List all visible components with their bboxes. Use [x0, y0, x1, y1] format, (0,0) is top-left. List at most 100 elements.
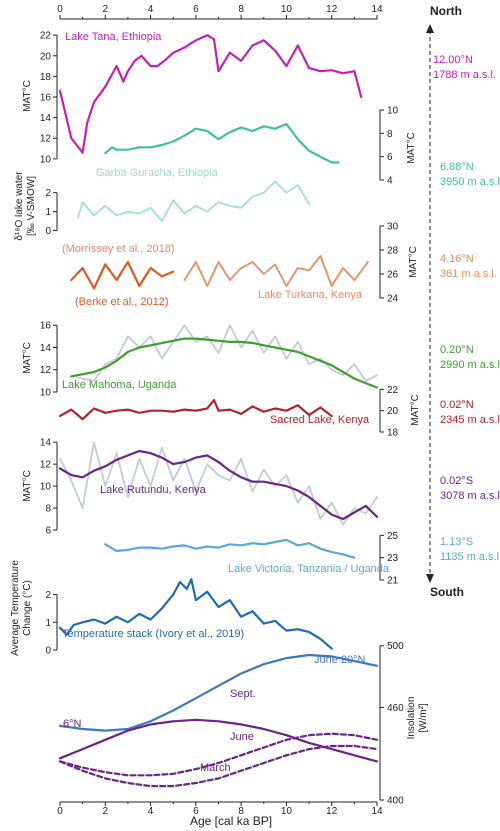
garba-lat: 6.88°N — [440, 161, 474, 173]
tana-elev: 1788 m a.s.l. — [433, 69, 496, 81]
temperature-stack-y-tick-label: 1 — [45, 618, 51, 629]
sacred-lake-y-tick-label: 20 — [387, 406, 399, 417]
insolation-y-axis-title: Insolation — [406, 697, 417, 740]
bottom-x-tick-label: 12 — [326, 806, 338, 817]
lake-tana-y-tick-label: 20 — [40, 51, 52, 62]
lake-rutundu-series-lake-rutundu-raw — [59, 441, 378, 526]
garba-guracha-temp-y-tick-label: 4 — [387, 176, 393, 187]
turkana-label: Lake Turkana, Kenya — [258, 289, 363, 301]
lake-turkana-y-tick-label: 30 — [387, 222, 399, 233]
insolation-lat-label: 6°N — [63, 718, 82, 730]
insolation-series-june — [58, 732, 379, 777]
mahoma-label: Lake Mahoma, Uganda — [62, 379, 177, 391]
lake-turkana-series-berke-et-al-2012 — [70, 260, 175, 290]
north-arrowhead — [426, 24, 434, 33]
lake-turkana-y-axis-title: MAT°C — [408, 246, 419, 278]
lake-tana-series-lake-tana-ethiopia — [58, 34, 363, 154]
mahoma-lat: 0.20°N — [440, 344, 474, 356]
lake-mahoma-series-lake-mahoma — [70, 337, 379, 389]
insolation-series-june-20-n — [58, 653, 379, 732]
garba-label: Garba Guracha, Ethiopia — [96, 167, 219, 179]
garba-guracha-temp-y-tick-label: 8 — [387, 129, 393, 140]
sacred-elev: 2345 m a.s.l. — [440, 414, 500, 426]
lake-rutundu-y-tick-label: 10 — [40, 482, 52, 493]
garba-guracha-temp-y-tick-label: 6 — [387, 152, 393, 163]
insolation-series-march — [58, 744, 379, 788]
lake-tana-y-tick-label: 12 — [40, 134, 52, 145]
lake-rutundu-y-tick-label: 14 — [40, 438, 52, 449]
garba-guracha-d18o-y-axis-unit: [‰ V-SMOW] — [26, 176, 37, 236]
lake-mahoma-y-axis-title: MAT°C — [22, 342, 33, 374]
lake-turkana-y-tick-label: 24 — [387, 294, 399, 305]
bottom-x-tick-label: 8 — [238, 806, 244, 817]
sacred-label: Sacred Lake, Kenya — [270, 414, 370, 426]
mahoma-elev: 2990 m a.s.l. — [440, 359, 500, 371]
lake-turkana-y-tick-label: 28 — [387, 246, 399, 257]
x-axis-title: Age [cal ka BP] — [190, 814, 272, 828]
temperature-stack-y-tick-label: 0 — [45, 646, 51, 657]
bottom-x-tick-label: 0 — [57, 806, 63, 817]
text-layer: North South Age [cal ka BP] Lake Tana, E… — [62, 4, 500, 828]
sacred-lake-series-sacred-lake-kenya — [58, 398, 333, 421]
lake-rutundu-y-tick-label: 6 — [45, 526, 51, 537]
insolation-june-label: June — [230, 731, 254, 743]
lake-mahoma-y-tick-label: 14 — [40, 343, 52, 354]
garba-guracha-d18o-y-tick-label: 1 — [45, 207, 51, 218]
lake-turkana-y-tick-label: 26 — [387, 270, 399, 281]
garba-guracha-d18o-y-axis-title: δ¹⁸O lake water — [14, 171, 25, 241]
rutundu-lat: 0.02°S — [440, 475, 473, 487]
tana-label: Lake Tana, Ethiopia — [65, 31, 162, 43]
temperature-stack-series-temperature-stack-ivory-et-al-2019- — [58, 578, 333, 650]
garba-guracha-d18o-y-tick-label: 2 — [45, 188, 51, 199]
lake-victoria-y-tick-label: 23 — [387, 553, 399, 564]
north-label: North — [430, 4, 462, 18]
top-x-tick-label: 6 — [193, 4, 199, 15]
insolation-y-axis-unit: [W/m²] — [418, 703, 429, 733]
garba-guracha-temp-series-garba-guracha-mat — [104, 122, 340, 164]
tana-lat: 12.00°N — [433, 54, 473, 66]
lake-mahoma-y-tick-label: 12 — [40, 365, 52, 376]
lake-rutundu-y-tick-label: 8 — [45, 504, 51, 515]
lake-tana-y-tick-label: 18 — [40, 72, 52, 83]
sacred-lake-y-axis-title: MAT°C — [410, 394, 421, 426]
garba-guracha-d18o-series-garba-guracha-ethiopia — [77, 180, 311, 223]
insolation-march-label: March — [200, 762, 231, 774]
victoria-lat: 1.13°S — [440, 536, 473, 548]
lake-victoria-y-tick-label: 25 — [387, 531, 399, 542]
top-x-tick-label: 14 — [371, 4, 383, 15]
sacred-lake-y-tick-label: 18 — [387, 428, 399, 439]
top-x-tick-label: 8 — [238, 4, 244, 15]
lake-victoria-series-lake-victoria-tanzania-uganda — [104, 538, 356, 559]
insolation-june20n-label: June 20°N — [314, 654, 366, 666]
victoria-label: Lake Victoria, Tanzania / Uganda — [228, 563, 390, 575]
victoria-elev: 1135 m a.s.l. — [440, 551, 500, 563]
temperature-stack-y-tick-label: 2 — [45, 590, 51, 601]
morrissey-label: (Morrissey et al., 2018) — [62, 243, 174, 255]
lake-rutundu-y-tick-label: 12 — [40, 460, 52, 471]
stack-label: Temperature stack (Ivory et al., 2019) — [62, 628, 244, 640]
lake-victoria-y-tick-label: 21 — [387, 576, 399, 587]
garba-elev: 3950 m a.s.l. — [440, 176, 500, 188]
lake-tana-y-tick-label: 22 — [40, 31, 52, 42]
turkana-lat: 4.16°N — [440, 253, 474, 265]
series-layer — [58, 34, 379, 788]
lake-rutundu-y-axis-title: MAT°C — [22, 470, 33, 502]
bottom-x-tick-label: 6 — [193, 806, 199, 817]
rutundu-elev: 3078 m a.s.l. — [440, 490, 500, 502]
rutundu-label: Lake Rutundu, Kenya — [100, 484, 207, 496]
insolation-series-sept- — [58, 718, 379, 763]
top-x-tick-label: 12 — [326, 4, 338, 15]
lake-mahoma-y-tick-label: 16 — [40, 321, 52, 332]
lake-tana-y-axis-title: MAT°C — [22, 80, 33, 112]
bottom-x-tick-label: 2 — [103, 806, 109, 817]
turkana-elev: 361 m a.s.l. — [440, 268, 497, 280]
sacred-lake-y-tick-label: 22 — [387, 385, 399, 396]
south-label: South — [430, 585, 464, 599]
berke-label: (Berke et al., 2012) — [75, 296, 169, 308]
top-x-tick-label: 4 — [148, 4, 154, 15]
lake-tana-y-tick-label: 16 — [40, 93, 52, 104]
insolation-sept-label: Sept. — [230, 688, 256, 700]
bottom-x-tick-label: 10 — [281, 806, 293, 817]
